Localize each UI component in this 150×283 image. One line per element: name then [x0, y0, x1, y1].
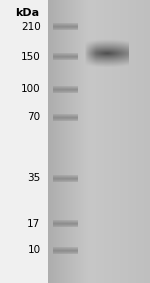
- Text: kDa: kDa: [15, 8, 39, 18]
- Text: 35: 35: [27, 173, 40, 183]
- Text: 150: 150: [21, 52, 40, 62]
- Text: 17: 17: [27, 218, 40, 229]
- Text: 70: 70: [27, 112, 40, 123]
- Bar: [0, 0, 48, 283]
- Text: 210: 210: [21, 22, 40, 32]
- Text: 10: 10: [27, 245, 40, 256]
- Text: 100: 100: [21, 84, 40, 94]
